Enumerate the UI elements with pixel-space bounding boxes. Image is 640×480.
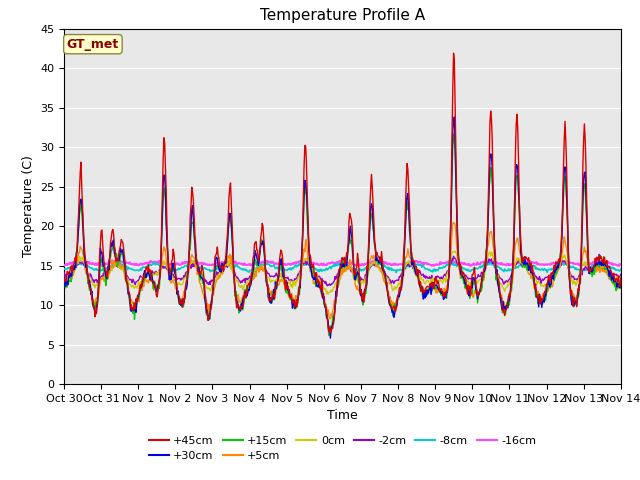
Legend: +45cm, +30cm, +15cm, +5cm, 0cm, -2cm, -8cm, -16cm: +45cm, +30cm, +15cm, +5cm, 0cm, -2cm, -8… bbox=[148, 436, 536, 461]
Y-axis label: Temperature (C): Temperature (C) bbox=[22, 156, 35, 257]
Text: GT_met: GT_met bbox=[67, 37, 119, 51]
X-axis label: Time: Time bbox=[327, 409, 358, 422]
Title: Temperature Profile A: Temperature Profile A bbox=[260, 9, 425, 24]
